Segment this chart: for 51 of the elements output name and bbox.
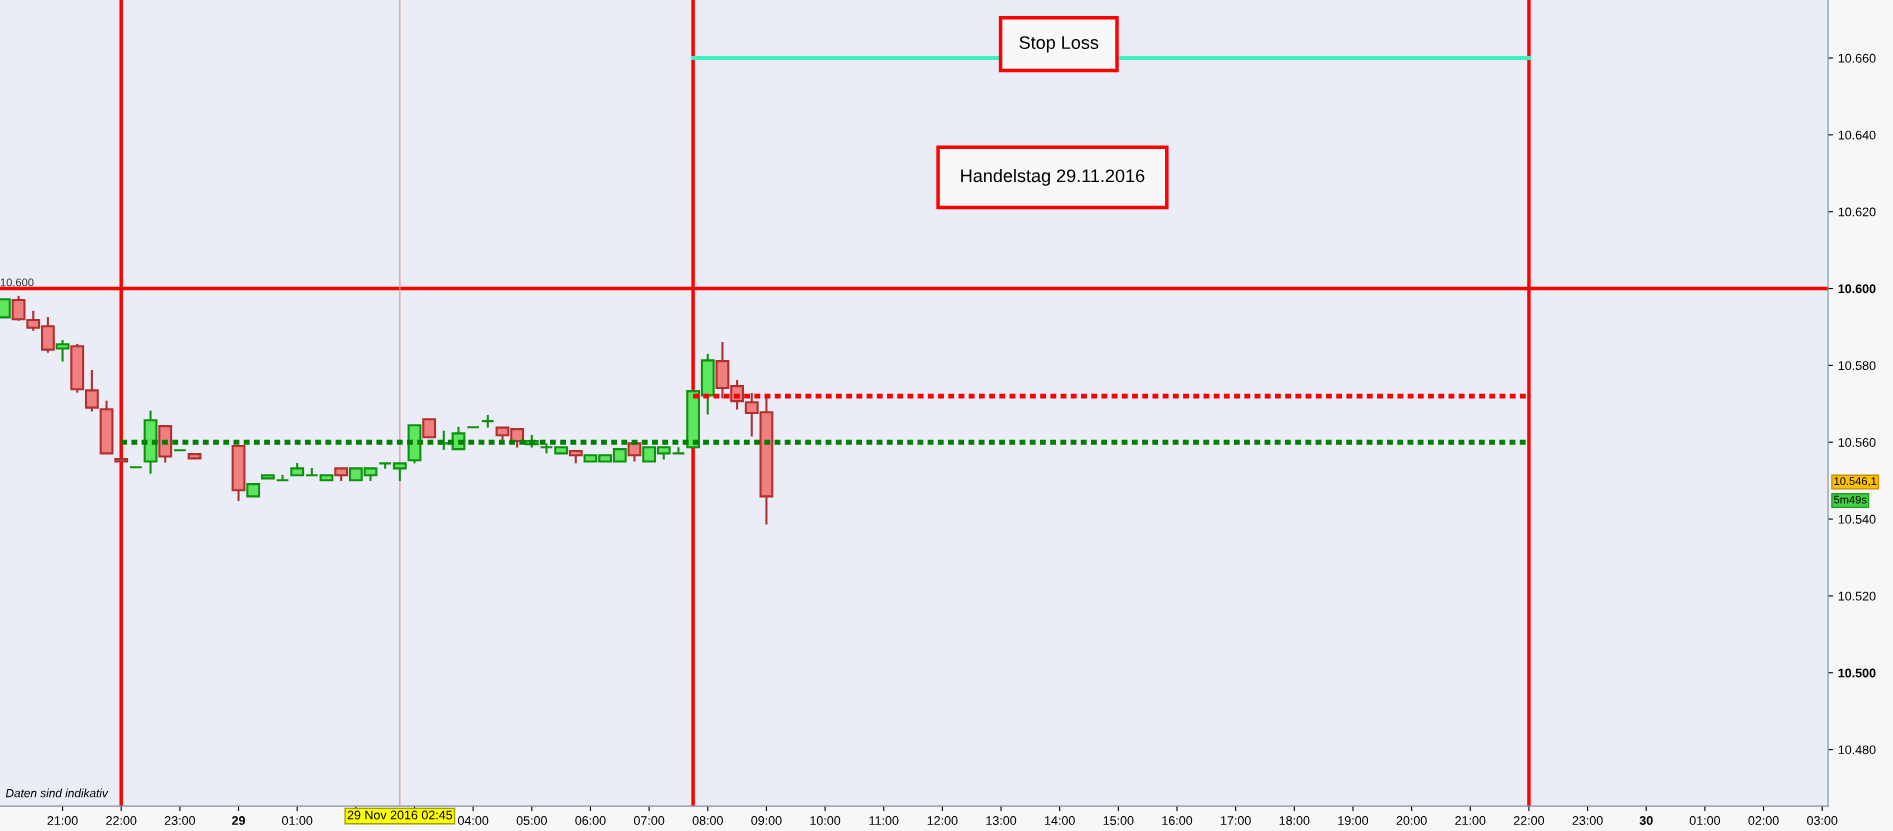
x-tick-label: 09:00 <box>751 816 782 825</box>
x-tick-label: 01:00 <box>282 816 313 825</box>
x-tick-label: 17:00 <box>1220 816 1251 825</box>
x-tick-label: 22:00 <box>1513 816 1545 825</box>
x-tick-label: 04:00 <box>458 816 489 825</box>
x-tick-label: 15:00 <box>1103 816 1134 825</box>
x-tick-label: 30 <box>1639 816 1653 825</box>
x-tick-label: 12:00 <box>927 816 958 825</box>
x-tick-label: 16:00 <box>1162 816 1193 825</box>
y-tick-label: 10.620 <box>1838 207 1876 217</box>
y-tick-label: 10.520 <box>1838 591 1876 601</box>
y-tick-label: 10.560 <box>1838 438 1876 447</box>
x-tick-label: 05:00 <box>516 816 547 825</box>
x-tick-label: 02:00 <box>1748 816 1779 825</box>
x-tick-label: 11:00 <box>869 816 899 825</box>
x-tick-label: 13:00 <box>986 816 1017 825</box>
y-tick-label: 10.660 <box>1838 53 1876 63</box>
candlestick <box>55 338 70 363</box>
ref-line-label: 10.600 <box>0 278 34 287</box>
candlestick <box>539 442 554 455</box>
x-tick-label: 18:00 <box>1279 816 1310 825</box>
y-tick-label: 10.580 <box>1838 361 1876 371</box>
y-tick-label: 10.600 <box>1838 284 1876 294</box>
x-tick-label: 14:00 <box>1045 816 1075 825</box>
annotation: Handelstag 29.11.2016 <box>961 168 1145 186</box>
x-tick-label: 07:00 <box>633 816 665 825</box>
x-tick-label: 08:00 <box>692 816 723 825</box>
x-tick-label: 06:00 <box>575 816 606 825</box>
x-tick-label: 23:00 <box>164 816 196 825</box>
candlestick <box>422 418 437 439</box>
y-tick-label: 10.640 <box>1838 130 1876 140</box>
x-tick-label: 03:00 <box>1807 816 1838 825</box>
x-tick-label: 20:00 <box>1396 816 1427 825</box>
y-tick-label: 10.480 <box>1838 745 1876 755</box>
x-tick-label: 01:00 <box>1689 816 1721 825</box>
candlestick <box>275 473 290 482</box>
x-tick-label: 29 <box>232 816 246 825</box>
x-tick-label: 10:00 <box>810 816 841 825</box>
text: 10.546,1 <box>1834 477 1877 487</box>
annotation: Stop Loss <box>1019 36 1099 53</box>
y-tick-label: 10.540 <box>1838 514 1876 524</box>
x-tick-label: 21:00 <box>47 816 78 825</box>
x-tick-label: 23:00 <box>1572 816 1603 825</box>
candlestick <box>378 462 393 470</box>
x-tick-label: 21:00 <box>1455 816 1486 825</box>
x-tick-label: 22:00 <box>106 816 137 825</box>
text: 5m49s <box>1834 495 1867 504</box>
x-tick-label: 19:00 <box>1338 816 1369 825</box>
ref-line-label: 29 Nov 2016 02:45 <box>347 810 453 820</box>
annotation: Daten sind indikativ <box>5 788 109 798</box>
y-tick-label: 10.500 <box>1838 668 1876 678</box>
